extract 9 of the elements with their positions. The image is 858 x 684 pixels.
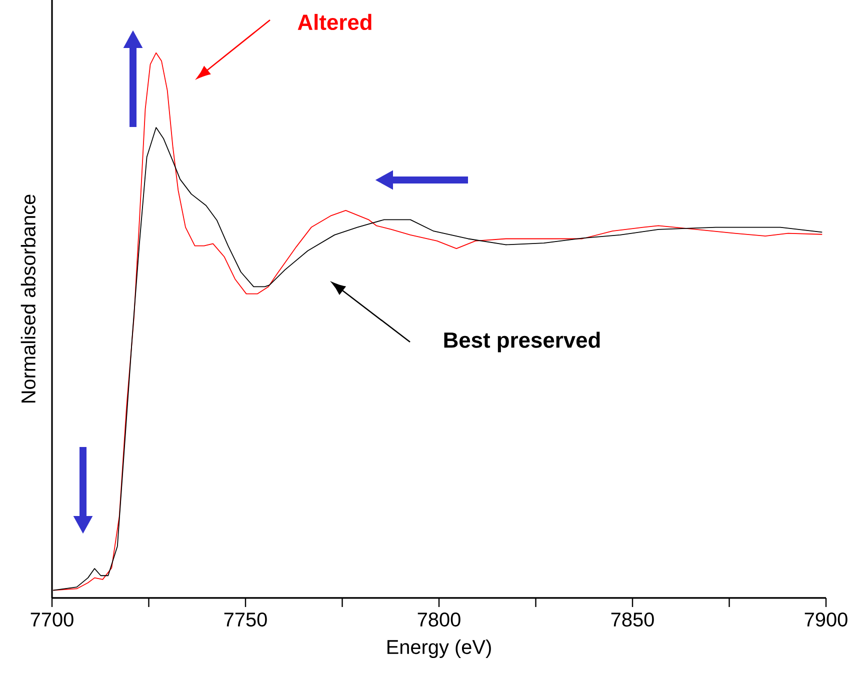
x-tick-label: 7800 (418, 612, 460, 627)
x-axis-title: Energy (eV) (387, 639, 491, 658)
x-tick-label: 7900 (804, 612, 848, 627)
x-tick-label: 7750 (224, 612, 267, 627)
x-tick-label: 7700 (30, 612, 74, 627)
y-axis-title: Normalised absorbance (20, 194, 36, 403)
text: Altered (298, 14, 372, 30)
text: Best preserved (444, 332, 600, 352)
x-tick-label: 7850 (611, 612, 654, 627)
